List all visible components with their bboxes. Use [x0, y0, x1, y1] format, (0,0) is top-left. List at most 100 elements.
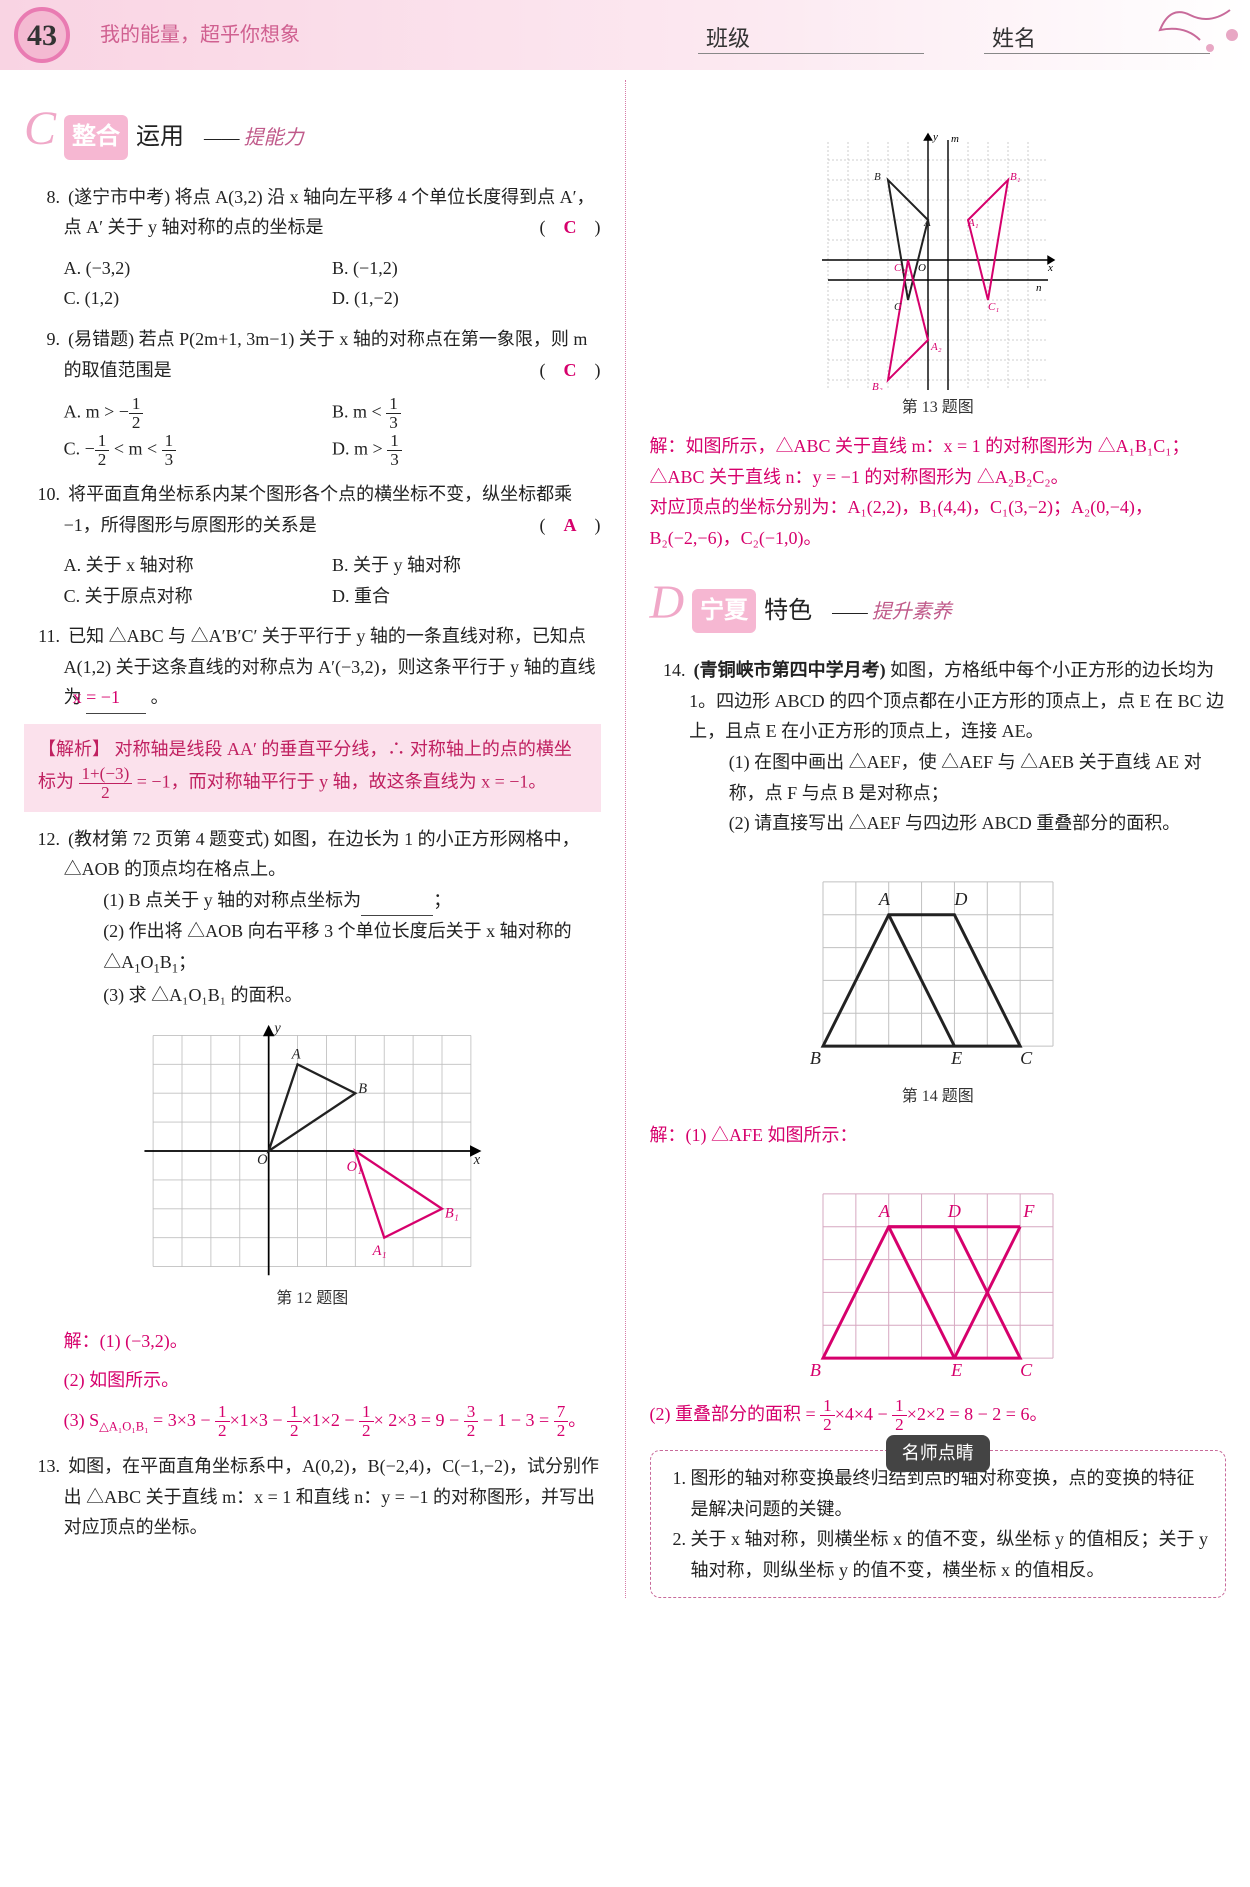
section-title-boxed: 宁夏	[692, 589, 756, 634]
column-divider	[625, 80, 626, 1598]
q-number: 13.	[24, 1451, 60, 1482]
section-c-badge: C 整合 运用 提能力	[24, 88, 601, 170]
figure-caption: 第 12 题图	[24, 1285, 601, 1312]
svg-text:B: B	[358, 1081, 367, 1097]
section-title-plain: 特色	[764, 591, 812, 632]
q10-options: A. 关于 x 轴对称 B. 关于 y 轴对称 C. 关于原点对称 D. 重合	[24, 550, 601, 611]
question-12: 12. (教材第 72 页第 4 题变式) 如图，在边长为 1 的小正方形网格中…	[24, 824, 601, 1011]
q14-figure-1: BEC AD	[788, 849, 1088, 1079]
svg-text:A: A	[878, 889, 891, 909]
section-sub: 提能力	[204, 121, 304, 155]
svg-text:E: E	[950, 1048, 962, 1068]
svg-text:C₁: C₁	[988, 301, 999, 313]
q9-options: A. m > −12 B. m < 13 C. −12 < m < 13 D. …	[24, 395, 601, 469]
svg-text:A: A	[878, 1200, 891, 1220]
teacher-point: 图形的轴对称变换最终归结到点的轴对称变换，点的变换的特征是解决问题的关键。	[691, 1463, 1210, 1524]
svg-text:E: E	[950, 1360, 962, 1380]
q-number: 9.	[24, 324, 60, 355]
option-c: C. 关于原点对称	[64, 581, 332, 612]
answer-paren: ( A )	[579, 510, 600, 541]
slogan-text: 我的能量，超乎你想象	[100, 18, 300, 52]
svg-text:O: O	[257, 1152, 268, 1168]
section-sub: 提升素养	[832, 595, 952, 629]
teacher-point: 关于 x 轴对称，则横坐标 x 的值不变，纵坐标 y 的值相反；关于 y 轴对称…	[691, 1524, 1210, 1585]
question-10: 10. 将平面直角坐标系内某个图形各个点的横坐标不变，纵坐标都乘 −1，所得图形…	[24, 479, 601, 540]
svg-text:O: O	[918, 262, 926, 274]
q-number: 10.	[24, 479, 60, 510]
question-8: 8. (遂宁市中考) 将点 A(3,2) 沿 x 轴向左平移 4 个单位长度得到…	[24, 182, 601, 243]
sol-line: 解：如图所示，△ABC 关于直线 m：x = 1 的对称图形为 △A₁B₁C₁；…	[650, 431, 1227, 492]
question-14: 14. (青铜峡市第四中学月考) 如图，方格纸中每个小正方形的边长均为 1。四边…	[650, 655, 1227, 839]
q-number: 14.	[650, 655, 686, 686]
q12-figure: OAB xy O₁A₁B₁	[132, 1021, 492, 1281]
option-d: D. m > 13	[332, 432, 600, 469]
svg-text:A₁: A₁	[372, 1243, 387, 1259]
svg-text:A₂: A₂	[930, 341, 942, 353]
svg-text:n: n	[1036, 282, 1042, 294]
answer-letter: C	[564, 360, 577, 380]
answer-letter: C	[564, 217, 577, 237]
svg-text:B: B	[874, 171, 881, 183]
section-letter: D	[650, 562, 685, 644]
svg-text:F: F	[1022, 1200, 1035, 1220]
svg-text:m: m	[951, 133, 959, 145]
q-source: (易错题)	[68, 329, 134, 349]
svg-text:A: A	[923, 217, 931, 229]
teacher-title: 名师点睛	[886, 1435, 990, 1472]
sol-line: 对应顶点的坐标分别为：A₁(2,2)，B₁(4,4)，C₁(3,−2)；A₂(0…	[650, 492, 1227, 553]
q12-part1: (1) B 点关于 y 轴的对称点坐标为 ；	[64, 885, 601, 917]
option-c: C. (1,2)	[64, 283, 332, 314]
option-a: A. 关于 x 轴对称	[64, 550, 332, 581]
sol-line: 解：(1) (−3,2)。	[64, 1322, 601, 1362]
q12-part3: (3) 求 △A₁O₁B₁ 的面积。	[64, 980, 601, 1011]
svg-text:B₂: B₂	[872, 381, 883, 390]
option-c: C. −12 < m < 13	[64, 432, 332, 469]
svg-text:B: B	[810, 1048, 821, 1068]
explain-text: = −1，而对称轴平行于 y 轴，故这条直线为 x = −1。	[137, 771, 547, 791]
q12-solution: 解：(1) (−3,2)。 (2) 如图所示。 (3) S△A₁O₁B₁ = 3…	[24, 1322, 601, 1441]
q11-explain: 【解析】 对称轴是线段 AA′ 的垂直平分线，∴ 对称轴上的点的横坐标为 1+(…	[24, 724, 601, 811]
svg-text:B: B	[810, 1360, 821, 1380]
option-d: D. 重合	[332, 581, 600, 612]
section-d-badge: D 宁夏 特色 提升素养	[650, 562, 1227, 644]
section-letter: C	[24, 88, 56, 170]
left-column: C 整合 运用 提能力 8. (遂宁市中考) 将点 A(3,2) 沿 x 轴向左…	[24, 80, 601, 1598]
class-label: 班级	[698, 26, 800, 54]
q14-part1: (1) 在图中画出 △AEF，使 △AEF 与 △AEB 关于直线 AE 对称，…	[689, 747, 1226, 808]
q-number: 12.	[24, 824, 60, 855]
option-b: B. (−1,2)	[332, 253, 600, 284]
q12-part2: (2) 作出将 △AOB 向右平移 3 个单位长度后关于 x 轴对称的 △A1O…	[64, 916, 601, 980]
q14-sol2: (2) 重叠部分的面积 = 12×4×4 − 12×2×2 = 8 − 2 = …	[650, 1395, 1227, 1435]
teacher-tip-box: 名师点睛 图形的轴对称变换最终归结到点的轴对称变换，点的变换的特征是解决问题的关…	[650, 1450, 1227, 1598]
option-a: A. (−3,2)	[64, 253, 332, 284]
svg-text:C₂: C₂	[894, 262, 905, 274]
svg-text:D: D	[953, 889, 967, 909]
option-b: B. m < 13	[332, 395, 600, 432]
svg-text:y: y	[273, 1021, 282, 1037]
q14-part2: (2) 请直接写出 △AEF 与四边形 ABCD 重叠部分的面积。	[689, 808, 1226, 839]
explain-label: 【解析】	[38, 739, 110, 759]
fill-answer: x = −1	[86, 682, 146, 714]
svg-text:B₁: B₁	[1010, 171, 1021, 183]
q-source: (遂宁市中考)	[68, 187, 170, 207]
q-text: 若点 P(2m+1, 3m−1) 关于 x 轴的对称点在第一象限，则 m 的取值…	[64, 329, 588, 380]
svg-text:A₁: A₁	[967, 217, 979, 229]
right-column: Ox y m n A B C A₁ B₁ C₁ A₂ B₂ C₂ 第 13 题图 解：如图所示，…	[650, 80, 1227, 1598]
option-a: A. m > −12	[64, 395, 332, 432]
option-d: D. (1,−2)	[332, 283, 600, 314]
figure-caption: 第 14 题图	[650, 1083, 1227, 1110]
svg-text:y: y	[932, 131, 938, 143]
q-text: 将平面直角坐标系内某个图形各个点的横坐标不变，纵坐标都乘 −1，所得图形与原图形…	[64, 484, 573, 535]
section-title-boxed: 整合	[64, 115, 128, 160]
q13-figure: Oxy mn ABC A₁B₁C₁ A₂B₂C₂	[768, 90, 1108, 390]
option-b: B. 关于 y 轴对称	[332, 550, 600, 581]
answer-paren: ( C )	[579, 212, 600, 243]
svg-text:B₁: B₁	[445, 1205, 459, 1221]
sol-line: (2) 如图所示。	[64, 1361, 601, 1401]
svg-text:C: C	[1020, 1360, 1033, 1380]
svg-text:x: x	[1047, 262, 1053, 274]
figure-caption: 第 13 题图	[650, 394, 1227, 421]
q14-sol1: 解：(1) △AFE 如图所示：	[650, 1120, 1227, 1151]
page-number-badge: 43	[14, 7, 70, 63]
question-9: 9. (易错题) 若点 P(2m+1, 3m−1) 关于 x 轴的对称点在第一象…	[24, 324, 601, 385]
